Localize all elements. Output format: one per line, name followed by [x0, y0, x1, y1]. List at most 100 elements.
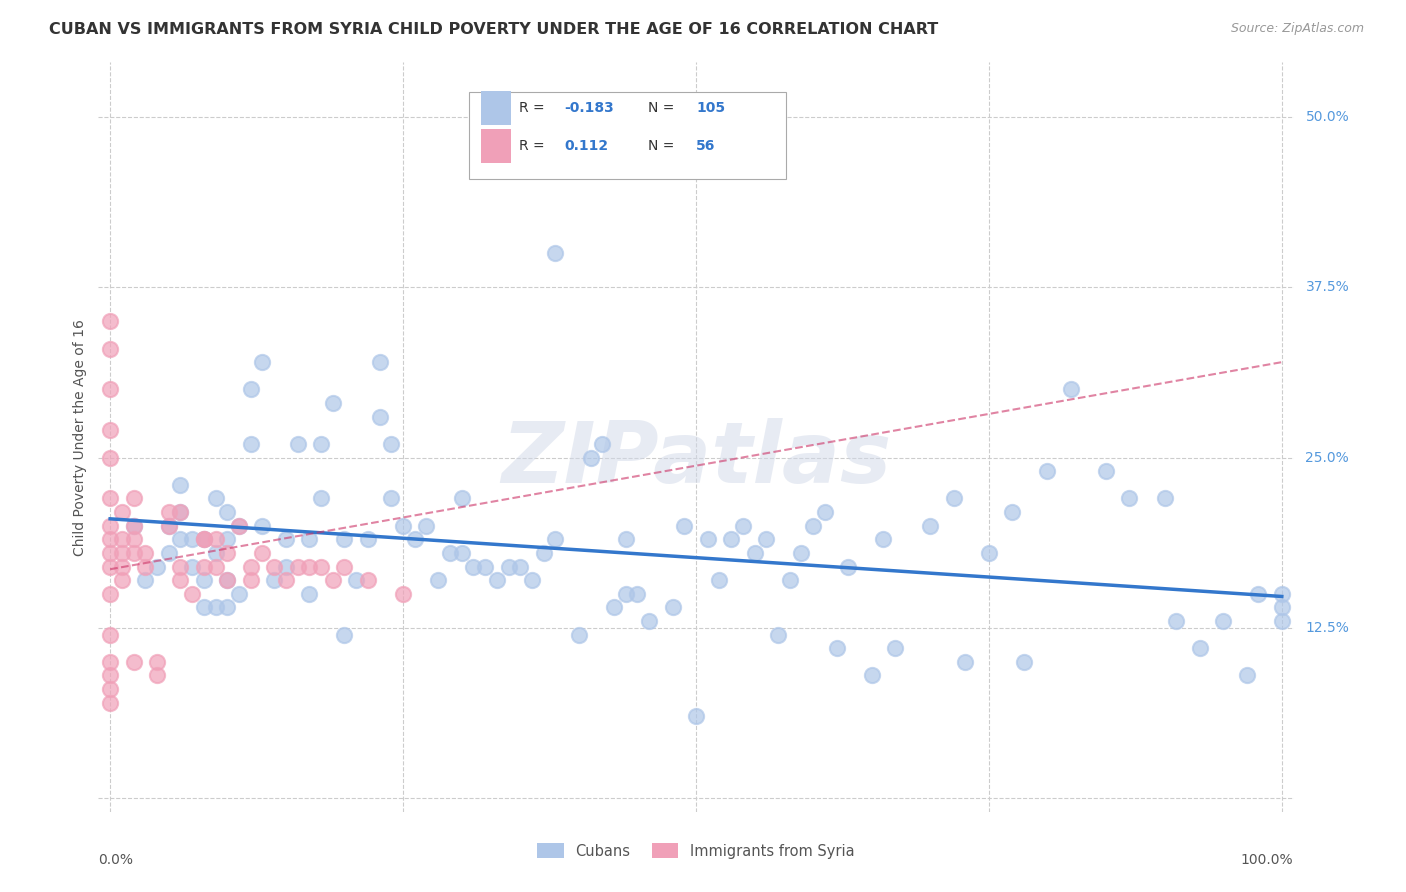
Point: [626, 587, 648, 601]
Point: [298, 559, 321, 574]
Point: [439, 546, 461, 560]
Point: [450, 546, 472, 560]
Text: 50.0%: 50.0%: [1306, 110, 1350, 124]
Point: [544, 533, 567, 547]
Point: [392, 518, 415, 533]
Point: [450, 491, 472, 506]
Point: [696, 533, 718, 547]
Point: [98, 314, 121, 328]
Point: [134, 559, 156, 574]
Point: [603, 600, 626, 615]
Point: [122, 491, 145, 506]
Point: [181, 533, 204, 547]
Point: [98, 491, 121, 506]
Point: [1271, 587, 1294, 601]
Point: [1036, 464, 1059, 478]
Point: [252, 355, 274, 369]
Point: [98, 450, 121, 465]
Text: 0.112: 0.112: [565, 139, 609, 153]
Point: [884, 641, 907, 656]
Point: [977, 546, 1000, 560]
Point: [1060, 383, 1083, 397]
Bar: [481, 92, 510, 125]
Text: 37.5%: 37.5%: [1306, 280, 1350, 294]
Point: [474, 559, 496, 574]
Point: [111, 573, 134, 587]
Point: [122, 518, 145, 533]
Point: [111, 505, 134, 519]
Point: [661, 600, 683, 615]
Point: [228, 587, 250, 601]
Point: [779, 573, 801, 587]
Point: [98, 587, 121, 601]
Point: [579, 450, 602, 465]
Y-axis label: Child Poverty Under the Age of 16: Child Poverty Under the Age of 16: [73, 318, 87, 556]
Point: [955, 655, 977, 669]
Point: [98, 696, 121, 710]
Point: [1095, 464, 1118, 478]
Point: [544, 246, 567, 260]
Point: [98, 383, 121, 397]
Point: [614, 533, 637, 547]
Point: [122, 655, 145, 669]
Point: [801, 518, 824, 533]
Point: [1271, 614, 1294, 628]
Point: [169, 533, 191, 547]
Point: [217, 546, 239, 560]
Point: [217, 533, 239, 547]
Point: [357, 573, 380, 587]
Point: [568, 627, 591, 641]
Point: [263, 559, 285, 574]
Point: [509, 559, 531, 574]
Point: [98, 546, 121, 560]
Point: [427, 573, 450, 587]
Point: [217, 573, 239, 587]
Point: [287, 437, 309, 451]
Point: [122, 518, 145, 533]
Point: [204, 546, 226, 560]
Legend: Cubans, Immigrants from Syria: Cubans, Immigrants from Syria: [531, 838, 860, 864]
Point: [134, 573, 156, 587]
Point: [228, 518, 250, 533]
Point: [263, 573, 285, 587]
Point: [485, 573, 508, 587]
Text: Source: ZipAtlas.com: Source: ZipAtlas.com: [1230, 22, 1364, 36]
Point: [415, 518, 437, 533]
Bar: [470, 93, 786, 178]
Point: [193, 533, 215, 547]
Point: [193, 573, 215, 587]
Point: [217, 600, 239, 615]
Point: [169, 559, 191, 574]
Point: [228, 518, 250, 533]
Point: [157, 546, 180, 560]
Point: [98, 342, 121, 356]
Point: [533, 546, 555, 560]
Point: [333, 533, 356, 547]
Point: [860, 668, 883, 682]
Point: [309, 559, 332, 574]
Point: [1212, 614, 1234, 628]
Point: [333, 627, 356, 641]
Text: 25.0%: 25.0%: [1306, 450, 1350, 465]
Text: 100.0%: 100.0%: [1241, 853, 1294, 867]
Point: [181, 587, 204, 601]
Text: N =: N =: [648, 139, 679, 153]
Point: [1012, 655, 1035, 669]
Point: [942, 491, 965, 506]
Point: [322, 573, 344, 587]
Point: [204, 491, 226, 506]
Point: [239, 383, 262, 397]
Point: [98, 655, 121, 669]
Point: [239, 573, 262, 587]
Point: [111, 533, 134, 547]
Point: [322, 396, 344, 410]
Point: [837, 559, 859, 574]
Point: [404, 533, 426, 547]
Point: [193, 559, 215, 574]
Text: R =: R =: [519, 102, 550, 115]
Point: [333, 559, 356, 574]
Point: [298, 533, 321, 547]
Point: [766, 627, 789, 641]
Point: [239, 437, 262, 451]
Point: [814, 505, 837, 519]
